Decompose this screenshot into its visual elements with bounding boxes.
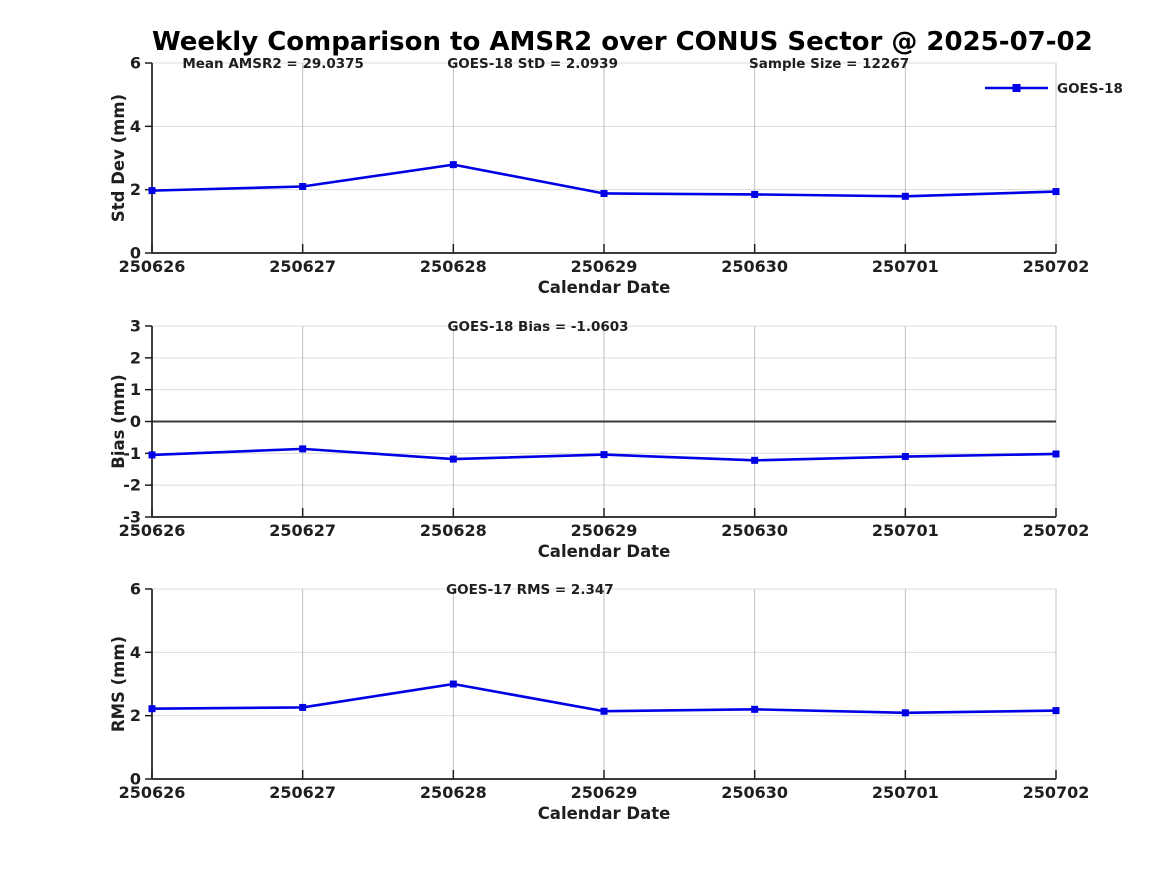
x-axis-label: Calendar Date xyxy=(538,542,671,561)
x-tick-label: 250702 xyxy=(1023,783,1090,802)
subplot-std-dev-canvas: 0 2 4 6 250626 250627 250628 250629 250630 250701… xyxy=(109,54,1123,298)
y-tick-label: -2 xyxy=(123,476,141,495)
data-point-marker xyxy=(449,161,457,169)
x-tick-label: 250701 xyxy=(872,521,939,540)
x-tick-label: 250702 xyxy=(1023,521,1090,540)
data-point-marker xyxy=(1052,188,1060,196)
y-tick-label: -1 xyxy=(123,444,141,463)
legend-label: GOES-18 xyxy=(1057,81,1123,97)
x-tick-label: 250701 xyxy=(872,783,939,802)
y-tick-label: 2 xyxy=(130,348,141,367)
subplot-bias: -3 -2 -1 0 1 2 3 250626 250627 250628 250629 250630… xyxy=(0,308,1167,563)
data-point-marker xyxy=(751,456,759,464)
y-tick-label: 4 xyxy=(130,117,141,136)
data-point-marker xyxy=(600,707,608,715)
data-point-marker xyxy=(299,703,307,711)
x-tick-label: 250628 xyxy=(420,783,487,802)
x-tick-label: 250629 xyxy=(571,257,638,276)
x-tick-label: 250628 xyxy=(420,257,487,276)
subplot-rms: 0 2 4 6 250626 250627 250628 250629 250630 250701… xyxy=(0,571,1167,826)
x-tick-label: 250626 xyxy=(119,257,186,276)
x-tick-label: 250628 xyxy=(420,521,487,540)
data-point-marker xyxy=(299,183,307,190)
y-axis-label: Std Dev (mm) xyxy=(109,94,128,222)
subplot-rms-canvas: 0 2 4 6 250626 250627 250628 250629 250630 250701… xyxy=(109,580,1090,824)
subplot-std-dev: 0 2 4 6 250626 250627 250628 250629 250630 250701… xyxy=(0,45,1167,300)
legend-marker xyxy=(1012,84,1021,92)
y-axis-label: Bias (mm) xyxy=(109,374,128,468)
annotation-text: Mean AMSR2 = 29.0375 xyxy=(182,56,364,72)
x-tick-label: 250630 xyxy=(721,783,788,802)
data-point-marker xyxy=(449,680,457,688)
annotation-text: GOES-18 Bias = -1.0603 xyxy=(447,319,628,335)
data-point-marker xyxy=(751,705,759,713)
x-tick-label: 250626 xyxy=(119,783,186,802)
x-tick-label: 250629 xyxy=(571,521,638,540)
data-point-marker xyxy=(751,190,759,198)
data-point-marker xyxy=(600,189,608,197)
x-tick-label: 250702 xyxy=(1023,257,1090,276)
data-point-marker xyxy=(901,192,909,200)
y-tick-label: 4 xyxy=(130,643,141,662)
y-tick-label: 2 xyxy=(130,706,141,725)
x-tick-label: 250630 xyxy=(721,257,788,276)
y-tick-label: 0 xyxy=(130,412,141,431)
y-tick-label: -3 xyxy=(123,508,141,527)
x-tick-label: 250627 xyxy=(269,521,336,540)
data-point-marker xyxy=(901,709,909,717)
y-tick-label: 2 xyxy=(130,180,141,199)
data-point-marker xyxy=(600,451,608,459)
data-point-marker xyxy=(148,451,156,459)
y-tick-label: 1 xyxy=(130,380,141,399)
x-axis-label: Calendar Date xyxy=(538,278,671,297)
figure-title: Weekly Comparison to AMSR2 over CONUS Se… xyxy=(152,27,1093,57)
x-tick-label: 250627 xyxy=(269,783,336,802)
x-axis-label: Calendar Date xyxy=(538,804,671,823)
data-point-marker xyxy=(1052,450,1060,458)
subplot-bias-canvas: -3 -2 -1 0 1 2 3 250626 250627 250628 250629 250630… xyxy=(109,317,1090,562)
data-point-marker xyxy=(1052,707,1060,715)
data-point-marker xyxy=(299,445,307,453)
y-tick-label: 6 xyxy=(130,580,141,599)
y-tick-label: 0 xyxy=(130,770,141,789)
x-tick-label: 250630 xyxy=(721,521,788,540)
data-point-marker xyxy=(901,453,909,461)
annotation-text: Sample Size = 12267 xyxy=(749,56,909,72)
annotation-text: GOES-18 StD = 2.0939 xyxy=(447,56,618,72)
x-tick-label: 250627 xyxy=(269,257,336,276)
x-tick-label: 250701 xyxy=(872,257,939,276)
x-tick-label: 250626 xyxy=(119,521,186,540)
data-point-marker xyxy=(148,187,156,195)
x-tick-label: 250629 xyxy=(571,783,638,802)
y-axis-label: RMS (mm) xyxy=(109,636,128,732)
annotation-text: GOES-17 RMS = 2.347 xyxy=(446,582,614,598)
data-point-marker xyxy=(148,705,156,713)
y-tick-label: 6 xyxy=(130,54,141,73)
y-tick-label: 0 xyxy=(130,244,141,263)
y-tick-label: 3 xyxy=(130,317,141,336)
data-point-marker xyxy=(449,455,457,463)
